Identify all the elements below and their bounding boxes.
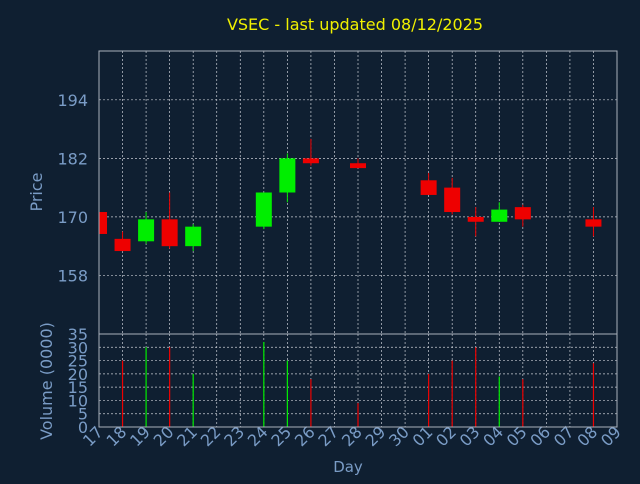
candle bbox=[350, 158, 366, 169]
price-tick-label: 194 bbox=[57, 91, 88, 110]
candle bbox=[114, 231, 131, 252]
candle-body bbox=[138, 219, 155, 242]
candle bbox=[302, 138, 319, 166]
volume-bars bbox=[121, 341, 595, 427]
candle bbox=[467, 207, 484, 237]
candle bbox=[444, 177, 461, 215]
candle-body bbox=[467, 216, 484, 222]
candle bbox=[138, 212, 155, 244]
candle-body bbox=[255, 192, 272, 227]
candle-body bbox=[161, 219, 178, 247]
volume-tick-label: 25 bbox=[68, 352, 88, 371]
volume-tick-label: 0 bbox=[78, 418, 88, 437]
candle bbox=[514, 204, 531, 227]
candle bbox=[279, 153, 296, 203]
candle-body bbox=[585, 219, 602, 227]
candle-body bbox=[350, 163, 366, 169]
price-tick-label: 182 bbox=[57, 149, 88, 168]
candles bbox=[98, 138, 602, 252]
volume-tick-label: 10 bbox=[68, 391, 88, 410]
candle-body bbox=[114, 238, 131, 252]
volume-tick-label: 35 bbox=[68, 325, 88, 344]
volume-tick-label: 5 bbox=[78, 405, 88, 424]
candle bbox=[420, 172, 437, 195]
candle-body bbox=[491, 209, 508, 222]
candle bbox=[161, 192, 178, 249]
candle-body bbox=[185, 226, 202, 247]
candle bbox=[585, 207, 602, 237]
price-tick-label: 158 bbox=[57, 266, 88, 285]
candle-body bbox=[99, 212, 107, 234]
candle bbox=[185, 224, 202, 252]
price-tick-label: 170 bbox=[57, 208, 88, 227]
candle-body bbox=[302, 158, 319, 164]
candle-body bbox=[420, 180, 437, 195]
candle-body bbox=[444, 187, 461, 213]
volume-tick-label: 30 bbox=[68, 338, 88, 357]
volume-tick-label: 15 bbox=[68, 378, 88, 397]
chart-title: VSEC - last updated 08/12/2025 bbox=[227, 15, 483, 34]
candle bbox=[98, 212, 107, 234]
price-tick-labels: 158 170 182 194 bbox=[57, 91, 88, 286]
candle bbox=[255, 192, 272, 230]
volume-plot-frame bbox=[98, 333, 618, 428]
price-axis-label: Price bbox=[27, 172, 46, 211]
candle bbox=[491, 202, 508, 222]
candle-body bbox=[279, 158, 296, 193]
volume-axis-label: Volume (0000) bbox=[37, 322, 56, 440]
candle-body bbox=[514, 207, 531, 220]
x-axis-label: Day bbox=[333, 458, 363, 476]
volume-tick-label: 20 bbox=[68, 365, 88, 384]
price-grid bbox=[98, 51, 618, 334]
